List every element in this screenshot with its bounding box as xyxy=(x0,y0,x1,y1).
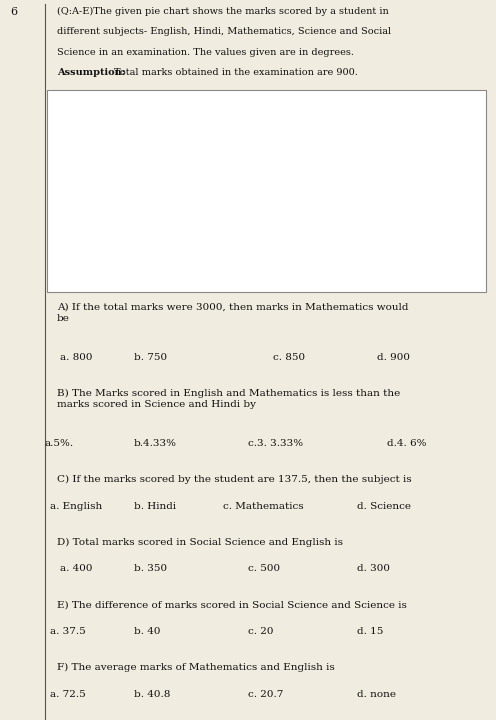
Text: C) If the marks scored by the student are 137.5, then the subject is: C) If the marks scored by the student ar… xyxy=(57,475,412,485)
Text: b. 750: b. 750 xyxy=(134,353,167,361)
Text: a. 37.5: a. 37.5 xyxy=(50,627,85,636)
Bar xyxy=(309,144,336,166)
Text: d. 900: d. 900 xyxy=(377,353,410,361)
Text: ▨Social Science: ▨Social Science xyxy=(345,243,427,252)
Wedge shape xyxy=(100,158,174,249)
Text: b. Hindi: b. Hindi xyxy=(134,502,176,511)
Text: 6: 6 xyxy=(10,7,17,17)
Text: d. 300: d. 300 xyxy=(357,564,390,573)
Text: ▣Mathematics: ▣Mathematics xyxy=(345,120,419,130)
Text: b.4.33%: b.4.33% xyxy=(134,439,177,448)
Text: b. 40.8: b. 40.8 xyxy=(134,690,170,698)
Text: a. English: a. English xyxy=(50,502,102,511)
Text: B) The Marks scored in English and Mathematics is less than the
marks scored in : B) The Marks scored in English and Mathe… xyxy=(57,389,400,410)
Text: 65: 65 xyxy=(118,107,131,116)
Text: Assumption:: Assumption: xyxy=(57,68,128,76)
Wedge shape xyxy=(174,189,247,249)
Text: d. Science: d. Science xyxy=(357,502,411,511)
Text: d. none: d. none xyxy=(357,690,396,698)
Text: D) Total marks scored in Social Science and English is: D) Total marks scored in Social Science … xyxy=(57,538,343,547)
Text: a. 72.5: a. 72.5 xyxy=(50,690,85,698)
Text: 70: 70 xyxy=(167,276,180,285)
Text: Total marks obtained in the examination are 900.: Total marks obtained in the examination … xyxy=(114,68,358,76)
Text: c. 20: c. 20 xyxy=(248,627,273,636)
Wedge shape xyxy=(174,116,247,189)
Text: b. 350: b. 350 xyxy=(134,564,167,573)
Text: (Q:A-E)The given pie chart shows the marks scored by a student in: (Q:A-E)The given pie chart shows the mar… xyxy=(57,7,389,17)
Text: d. 15: d. 15 xyxy=(357,627,383,636)
Text: E) The difference of marks scored in Social Science and Science is: E) The difference of marks scored in Soc… xyxy=(57,600,407,609)
Text: c. 850: c. 850 xyxy=(273,353,305,361)
Text: A) If the total marks were 3000, then marks in Mathematics would
be: A) If the total marks were 3000, then ma… xyxy=(57,302,409,323)
Text: a. 400: a. 400 xyxy=(60,564,92,573)
Bar xyxy=(309,174,336,195)
Bar xyxy=(309,238,336,260)
Bar xyxy=(309,203,336,225)
Text: a.5%.: a.5%. xyxy=(45,439,74,448)
Text: d.4. 6%: d.4. 6% xyxy=(387,439,427,448)
Text: Science in an examination. The values given are in degrees.: Science in an examination. The values gi… xyxy=(57,48,354,57)
Text: b. 40: b. 40 xyxy=(134,627,160,636)
Text: 80: 80 xyxy=(78,208,92,217)
Text: ■English: ■English xyxy=(345,150,392,158)
Text: 90: 90 xyxy=(232,120,245,129)
Text: c. 20.7: c. 20.7 xyxy=(248,690,283,698)
FancyBboxPatch shape xyxy=(301,104,474,274)
Text: c. 500: c. 500 xyxy=(248,564,280,573)
Text: ▤Science: ▤Science xyxy=(345,208,393,217)
Text: 55: 55 xyxy=(248,227,262,236)
Wedge shape xyxy=(107,116,174,189)
Wedge shape xyxy=(131,189,216,262)
Text: a. 800: a. 800 xyxy=(60,353,92,361)
Text: c.3. 3.33%: c.3. 3.33% xyxy=(248,439,303,448)
Text: F) The average marks of Mathematics and English is: F) The average marks of Mathematics and … xyxy=(57,663,335,672)
Text: different subjects- English, Hindi, Mathematics, Science and Social: different subjects- English, Hindi, Math… xyxy=(57,27,391,36)
Text: c. Mathematics: c. Mathematics xyxy=(223,502,304,511)
Text: □Hindi: □Hindi xyxy=(345,179,382,188)
Bar xyxy=(309,114,336,137)
